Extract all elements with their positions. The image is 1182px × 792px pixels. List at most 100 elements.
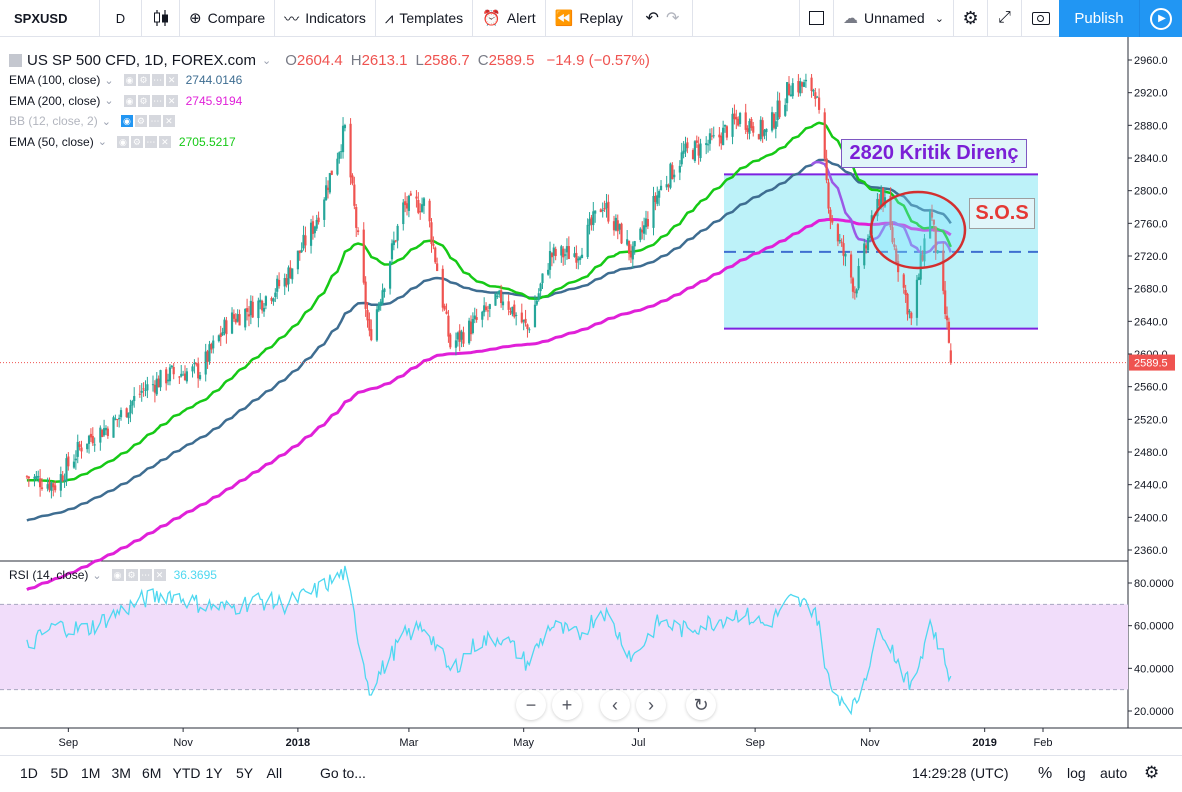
range-button-1d[interactable]: 1D [20,765,38,781]
candle-body [500,290,503,304]
gear-icon[interactable]: ⚙ [137,74,150,87]
chevron-down-icon[interactable]: ⌄ [92,569,102,582]
candle-body [906,293,909,315]
range-button-1y[interactable]: 1Y [205,765,223,781]
redo-icon[interactable]: ↷ [665,10,680,27]
range-button-all[interactable]: All [266,765,283,781]
close-label: C [477,51,489,69]
range-button-1m[interactable]: 1M [81,765,101,781]
gear-icon[interactable]: ⚙ [125,569,138,581]
range-button-3m[interactable]: 3M [111,765,131,781]
layout-name-button[interactable]: ☁ Unnamed ⌄ [834,0,954,37]
play-button[interactable]: ▶ [1139,0,1182,37]
range-button-6m[interactable]: 6M [142,765,162,781]
eye-icon[interactable]: ◉ [123,94,136,107]
rewind-icon: ⏪ [554,10,574,27]
eye-icon[interactable]: ◉ [111,569,124,581]
candle-body [746,128,749,132]
candle-body [454,340,458,348]
reset-chart-button[interactable]: ↻ [686,690,716,720]
candle-body [210,343,213,350]
close-icon[interactable]: ✕ [153,569,166,581]
templates-label: Templates [399,10,464,26]
chart-canvas[interactable]: 2960.0 2920.0 2880.0 2840.0 2800.0 2760.0 2720… [0,37,1182,755]
rsi-name: RSI (14, close) [9,568,89,582]
chart-style-button[interactable] [142,0,180,37]
gear-icon[interactable]: ⚙ [137,94,150,107]
gear-icon[interactable]: ⚙ [1144,763,1160,782]
candle-body [880,190,883,207]
close-icon[interactable]: ✕ [165,74,178,87]
close-icon[interactable]: ✕ [165,94,178,107]
candle-body [262,307,266,312]
chevron-down-icon[interactable]: ⌄ [97,136,107,149]
candle-body [723,124,727,127]
close-icon[interactable]: ✕ [162,115,175,128]
candle-body [599,209,602,213]
time-tick-label: Sep [59,737,79,749]
candle-body [153,384,156,393]
candle-body [573,253,576,257]
candle-body [287,267,290,285]
compare-button[interactable]: ⊕ Compare [180,0,276,37]
interval-button[interactable]: D [100,0,142,37]
gear-icon[interactable]: ⚙ [130,135,143,148]
indicators-button[interactable]: 〰 Indicators [275,0,376,37]
chevron-down-icon[interactable]: ⌄ [104,74,114,87]
snapshot-button[interactable] [1022,0,1059,37]
sos-annotation[interactable]: S.O.S [969,198,1035,229]
more-icon[interactable]: ⋯ [144,135,157,148]
more-icon[interactable]: ⋯ [148,115,161,128]
log-scale-button[interactable]: log [1067,765,1086,781]
time-tick-label: Jul [631,737,645,749]
candle-body [379,301,382,306]
alert-label: Alert [506,10,536,26]
publish-button[interactable]: Publish [1059,0,1139,37]
resistance-annotation[interactable]: 2820 Kritik Direnç [841,139,1027,168]
chart-legend: US SP 500 CFD, 1D, FOREX.com ⌄ O 2604.4 H… [9,50,656,152]
more-icon[interactable]: ⋯ [139,569,152,581]
candle-body [456,332,459,340]
alert-button[interactable]: ⏰ Alert [473,0,546,37]
close-icon[interactable]: ✕ [158,135,171,148]
more-icon[interactable]: ⋯ [151,74,164,87]
price-tick-label: 2800.0 [1134,186,1168,198]
ema50-line [26,121,952,483]
scroll-left-button[interactable]: ‹ [600,690,630,720]
templates-button[interactable]: ⩘ Templates [376,0,474,37]
range-button-ytd[interactable]: YTD [172,765,201,781]
chevron-down-icon: ⌄ [934,12,944,25]
range-button-5y[interactable]: 5Y [236,765,254,781]
candle-body [48,481,51,491]
eye-icon[interactable]: ◉ [116,135,129,148]
settings-button[interactable]: ⚙ [954,0,988,37]
percent-scale-button[interactable]: % [1038,765,1053,782]
candle-body [917,277,920,281]
interval-label: D [115,10,126,26]
zoom-in-button[interactable]: + [552,690,582,720]
sos-circle[interactable] [869,190,967,270]
candle-body [404,201,407,206]
more-icon[interactable]: ⋯ [151,94,164,107]
rsi-study-controls: ◉ ⚙ ⋯ ✕ [111,569,168,581]
range-button-5d[interactable]: 5D [50,765,69,781]
goto-button[interactable]: Go to... [320,765,366,781]
fullscreen-button[interactable]: ⤢ [988,0,1022,37]
zoom-out-button[interactable]: − [516,690,546,720]
chevron-down-icon[interactable]: ⌄ [104,95,114,108]
chevron-down-icon[interactable]: ⌄ [261,54,272,67]
reset-icon: ↻ [693,694,709,715]
eye-icon[interactable]: ◉ [120,115,133,128]
symbol-search-button[interactable]: SPXUSD [0,0,100,37]
gear-icon[interactable]: ⚙ [134,115,147,128]
auto-scale-button[interactable]: auto [1100,765,1128,781]
fullscreen-layout-button[interactable] [800,0,834,37]
candle-body [550,253,554,258]
eye-icon[interactable]: ◉ [123,74,136,87]
candle-body [929,211,932,239]
undo-icon[interactable]: ↶ [645,10,659,27]
chevron-down-icon[interactable]: ⌄ [101,115,111,128]
candle-body [533,304,537,328]
scroll-right-button[interactable]: › [636,690,666,720]
replay-button[interactable]: ⏪ Replay [546,0,633,37]
